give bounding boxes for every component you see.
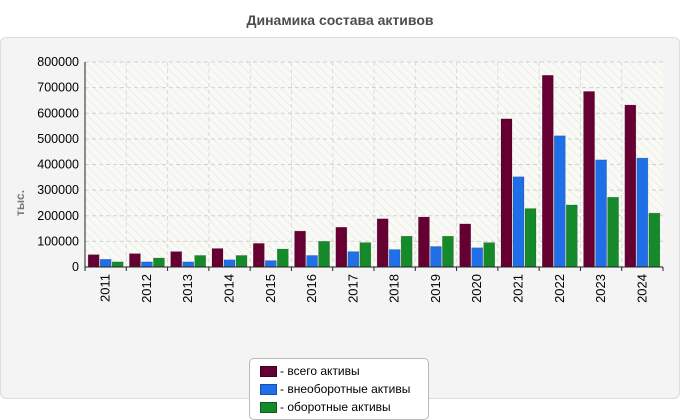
x-tick-label-2017: 2017 (345, 274, 360, 303)
legend-item-total: - всего активы (260, 362, 428, 380)
bar-current-2018 (400, 235, 413, 268)
x-tick-labels: 2011 2012 2013 2014 2015 2016 2017 2018 2019 2020… (98, 274, 650, 303)
bar-noncurrent-2013 (182, 261, 195, 268)
bar-total-2013 (170, 251, 183, 268)
chart-panel: 0 100000 200000 300000 400000 500000 600000 700… (0, 37, 680, 420)
bar-current-2012 (153, 257, 165, 268)
bar-current-2014 (235, 255, 248, 268)
x-tick-label-2013: 2013 (180, 274, 195, 303)
bar-noncurrent-2020 (471, 247, 484, 268)
chart-title: Динамика состава активов (246, 12, 434, 28)
bar-current-2019 (442, 235, 454, 268)
bar-noncurrent-2022 (553, 135, 566, 268)
bar-current-2022 (565, 204, 578, 268)
bar-total-2015 (252, 243, 265, 268)
x-tick-label-2022: 2022 (552, 274, 567, 303)
y-axis-label: тыс. (13, 190, 27, 216)
bar-total-2022 (541, 75, 554, 268)
legend-label-current: оборотные активы (287, 400, 391, 414)
bar-current-2015 (276, 248, 289, 268)
bar-total-2014 (211, 248, 224, 268)
legend-swatch-total (260, 365, 277, 377)
bar-noncurrent-2023 (595, 159, 607, 268)
x-tick-label-2014: 2014 (222, 274, 237, 303)
bar-current-2021 (524, 208, 537, 268)
bar-noncurrent-2016 (306, 255, 318, 268)
bar-total-2021 (500, 118, 513, 268)
bar-noncurrent-2015 (264, 260, 277, 268)
bar-current-2017 (359, 242, 372, 268)
bar-noncurrent-2014 (223, 259, 236, 268)
legend-label-noncurrent: внеоборотные активы (287, 382, 411, 396)
grid-lines (85, 61, 663, 267)
x-tick-label-2018: 2018 (387, 274, 402, 303)
bar-chart: 0 100000 200000 300000 400000 500000 600000 700… (13, 55, 664, 303)
bars (87, 75, 661, 268)
x-tick-label-2012: 2012 (139, 274, 154, 303)
y-tick-label: 500000 (37, 132, 79, 146)
bar-total-2019 (418, 216, 430, 268)
bar-noncurrent-2018 (388, 249, 401, 268)
x-tick-label-2023: 2023 (593, 274, 608, 303)
bar-current-2016 (318, 241, 330, 268)
bar-total-2016 (294, 230, 306, 268)
y-tick-label: 200000 (37, 209, 79, 223)
legend-item-noncurrent: - внеоборотные активы (260, 380, 428, 398)
legend-item-current: - оборотные активы (260, 398, 428, 416)
legend-swatch-current (260, 401, 277, 413)
y-tick-label: 600000 (37, 106, 79, 120)
y-tick-labels: 0 100000 200000 300000 400000 500000 600000 700… (37, 55, 79, 274)
legend-label-total: всего активы (287, 364, 360, 378)
y-tick-label: 800000 (37, 55, 79, 69)
bar-noncurrent-2019 (430, 246, 442, 268)
bar-total-2012 (129, 253, 141, 268)
bar-current-2023 (607, 197, 619, 268)
x-tick-label-2024: 2024 (634, 274, 649, 303)
x-tick-label-2015: 2015 (263, 274, 278, 303)
bar-total-2023 (583, 91, 595, 268)
legend: - всего активы - внеоборотные активы - о… (249, 358, 429, 420)
bar-noncurrent-2024 (636, 157, 649, 268)
x-tick-label-2011: 2011 (98, 274, 113, 302)
bar-noncurrent-2021 (512, 176, 525, 268)
x-tick-label-2019: 2019 (428, 274, 443, 303)
axes (84, 62, 664, 271)
y-tick-label: 400000 (37, 158, 79, 172)
x-tick-label-2016: 2016 (304, 274, 319, 303)
x-tick-label-2021: 2021 (511, 274, 526, 303)
bar-noncurrent-2017 (347, 251, 360, 268)
bar-noncurrent-2011 (99, 259, 112, 268)
bar-current-2020 (483, 242, 496, 268)
y-tick-label: 700000 (37, 81, 79, 95)
legend-swatch-noncurrent (260, 383, 277, 395)
y-tick-label: 0 (72, 260, 79, 274)
bar-total-2018 (376, 218, 389, 268)
bar-total-2020 (459, 223, 472, 268)
bar-current-2024 (648, 212, 661, 268)
y-tick-label: 100000 (37, 234, 79, 248)
x-tick-label-2020: 2020 (469, 274, 484, 303)
bar-total-2017 (335, 226, 348, 268)
bar-total-2011 (87, 254, 100, 268)
bar-noncurrent-2012 (141, 261, 153, 268)
bar-current-2013 (194, 255, 207, 268)
y-tick-label: 300000 (37, 183, 79, 197)
bar-current-2011 (111, 261, 124, 268)
bar-total-2024 (624, 104, 637, 268)
